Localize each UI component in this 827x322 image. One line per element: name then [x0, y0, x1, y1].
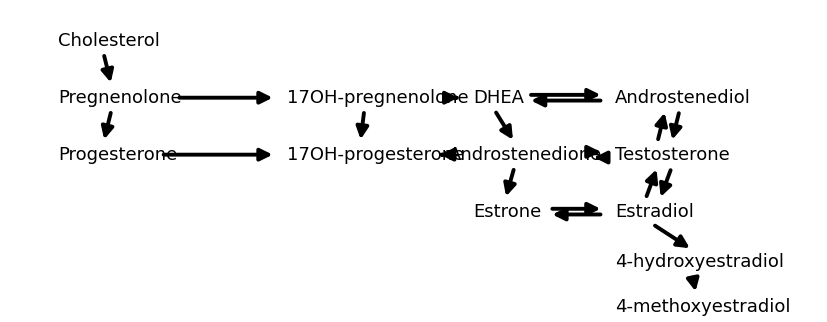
Text: Testosterone: Testosterone	[615, 146, 730, 164]
Text: 17OH-progesterone: 17OH-progesterone	[287, 146, 465, 164]
Text: 17OH-pregnenolone: 17OH-pregnenolone	[287, 89, 469, 107]
Text: Progesterone: Progesterone	[58, 146, 177, 164]
Text: Estrone: Estrone	[473, 203, 541, 221]
Text: Pregnenolone: Pregnenolone	[58, 89, 182, 107]
Text: 4-methoxyestradiol: 4-methoxyestradiol	[615, 298, 791, 316]
Text: Androstenedione: Androstenedione	[449, 146, 602, 164]
Text: Estradiol: Estradiol	[615, 203, 694, 221]
Text: Androstenediol: Androstenediol	[615, 89, 751, 107]
Text: 4-hydroxyestradiol: 4-hydroxyestradiol	[615, 253, 784, 271]
Text: Cholesterol: Cholesterol	[58, 32, 160, 50]
Text: DHEA: DHEA	[473, 89, 524, 107]
